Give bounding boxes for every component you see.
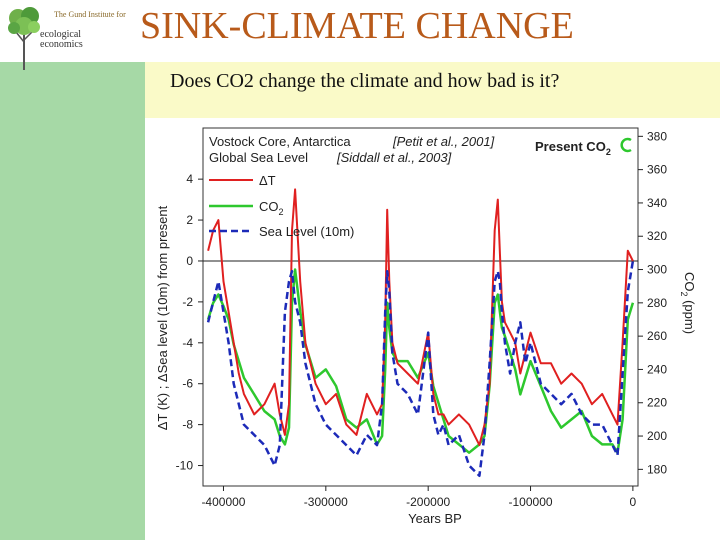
left-decorative-band xyxy=(0,0,145,540)
x-axis-label: Years BP xyxy=(408,511,462,526)
series-deltat-line xyxy=(207,188,634,447)
x-tick-label: -200000 xyxy=(406,495,450,509)
source-label-vostock: Vostock Core, Antarctica xyxy=(209,134,351,149)
y-right-tick-label: 280 xyxy=(647,296,667,310)
citation-siddall: [Siddall et al., 2003] xyxy=(336,150,452,165)
citation-petit: [Petit et al., 2001] xyxy=(392,134,495,149)
logo-economics-text: economics xyxy=(40,39,83,50)
y-right-tick-label: 340 xyxy=(647,196,667,210)
y-right-tick-label: 260 xyxy=(647,329,667,343)
y-left-tick-label: 0 xyxy=(186,254,193,268)
legend-label-co2: CO2 xyxy=(259,199,284,217)
tree-icon xyxy=(8,7,40,70)
slide-title: SINK-CLIMATE CHANGE xyxy=(140,5,574,47)
x-tick-label: 0 xyxy=(630,495,637,509)
subtitle-band xyxy=(145,62,720,118)
x-tick-label: -100000 xyxy=(509,495,553,509)
gund-institute-logo xyxy=(4,2,124,72)
legend-label-sea-level: Sea Level (10m) xyxy=(259,224,354,239)
legend-label-deltat: ΔT xyxy=(259,173,276,188)
y-right-tick-label: 320 xyxy=(647,229,667,243)
y-right-tick-label: 200 xyxy=(647,429,667,443)
plot-frame xyxy=(202,127,639,487)
y-right-tick-label: 360 xyxy=(647,163,667,177)
series-sea-level-line xyxy=(206,260,635,478)
y-left-tick-label: -6 xyxy=(182,377,193,391)
y-right-tick-label: 220 xyxy=(647,396,667,410)
climate-chart: -400000 -300000 -200000 -100000 0 4 2 0 -2 -4 -6 -8… xyxy=(155,127,697,526)
y-left-tick-label: -10 xyxy=(176,459,194,473)
source-label-sea-level: Global Sea Level xyxy=(209,150,308,165)
logo-ecological-text: ecological xyxy=(40,29,82,40)
y-axis-left-label: ΔT (K) ; ΔSea level (10m) from present xyxy=(155,205,170,430)
y-left-tick-label: -2 xyxy=(182,295,193,309)
legend: ΔT CO2 Sea Level (10m) xyxy=(209,173,354,239)
series-co2-line xyxy=(206,268,635,454)
y-right-tick-label: 180 xyxy=(647,462,667,476)
y-left-tick-label: 2 xyxy=(186,213,193,227)
chart-area: -400000 -300000 -200000 -100000 0 4 2 0 -2 -4 -6 -8… xyxy=(145,118,720,540)
slide-subtitle: Does CO2 change the climate and how bad … xyxy=(170,70,560,92)
present-co2-marker xyxy=(620,137,632,153)
y-right-tick-label: 240 xyxy=(647,362,667,376)
y-axis-right-label: CO2 (ppm) xyxy=(679,272,697,334)
y-left-tick-label: 4 xyxy=(186,172,193,186)
header-band xyxy=(0,0,720,62)
present-co2-annotation: Present CO2 xyxy=(535,139,611,157)
y-left-tick-label: -4 xyxy=(182,336,193,350)
x-tick-label: -300000 xyxy=(304,495,348,509)
y-left-tick-label: -8 xyxy=(182,418,193,432)
logo-institute-text: The Gund Institute for xyxy=(54,10,126,19)
y-right-tick-label: 300 xyxy=(647,263,667,277)
y-right-tick-label: 380 xyxy=(647,129,667,143)
x-tick-label: -400000 xyxy=(201,495,245,509)
